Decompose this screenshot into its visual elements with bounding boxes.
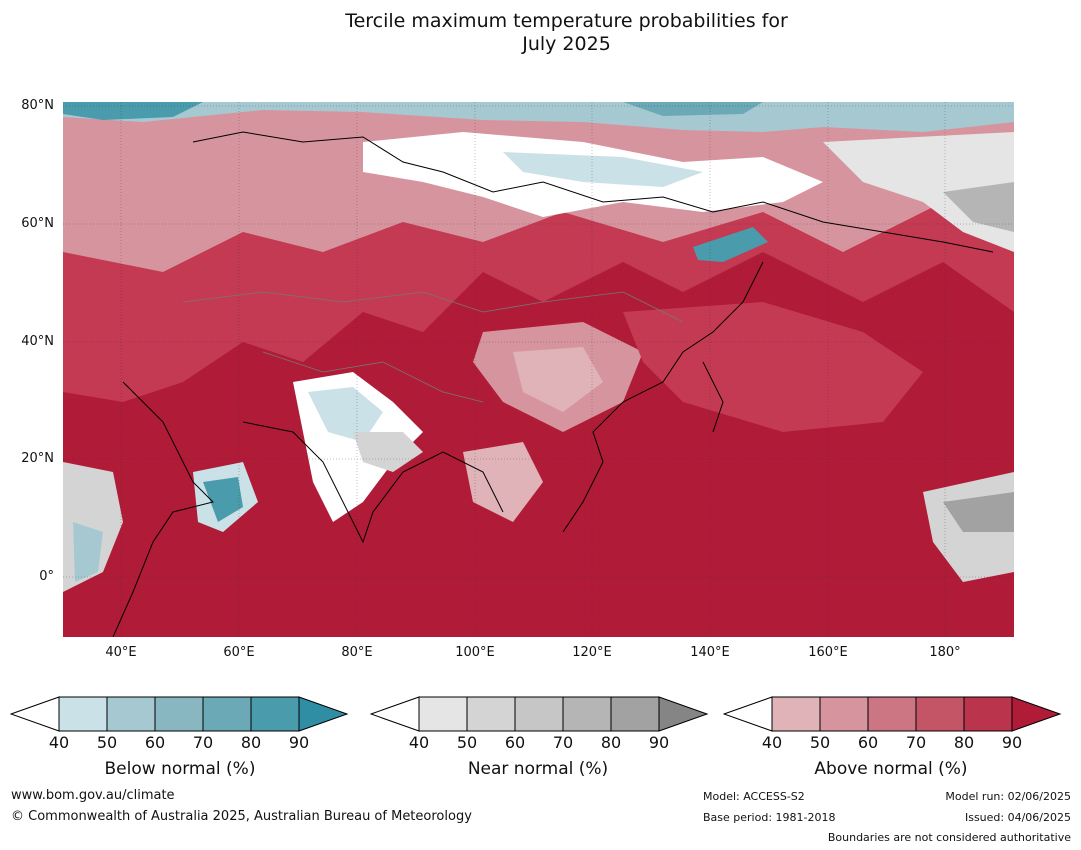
- above-tick-70: 70: [905, 733, 927, 752]
- below-tick-80: 80: [240, 733, 262, 752]
- lat-label-0: 0°: [39, 569, 54, 584]
- model-run-text: Model run: 02/06/2025: [945, 790, 1071, 803]
- lat-label-20n: 20°N: [21, 451, 54, 466]
- below-swatch-3: [154, 696, 204, 732]
- near-swatch-1: [418, 696, 468, 732]
- above-swatch-3: [867, 696, 917, 732]
- below-normal-label: Below normal (%): [104, 759, 256, 779]
- above-tick-60: 60: [857, 733, 879, 752]
- near-swatch-5: [610, 696, 660, 732]
- above-swatch-4: [915, 696, 965, 732]
- base-period-text: Base period: 1981-2018: [703, 811, 836, 824]
- copyright-text: © Commonwealth of Australia 2025, Austra…: [11, 809, 472, 824]
- below-swatch-5: [250, 696, 300, 732]
- lon-label-100e: 100°E: [455, 645, 495, 660]
- below-tick-90: 90: [288, 733, 310, 752]
- model-text: Model: ACCESS-S2: [703, 790, 805, 803]
- near-tick-40: 40: [408, 733, 430, 752]
- above-swatch-2: [819, 696, 869, 732]
- below-tick-50: 50: [96, 733, 118, 752]
- map-title-line-2: July 2025: [522, 33, 611, 55]
- lon-label-40e: 40°E: [105, 645, 137, 660]
- below-swatch-4: [202, 696, 252, 732]
- map-title: Tercile maximum temperature probabilitie…: [0, 10, 1081, 56]
- below-tick-60: 60: [144, 733, 166, 752]
- near-normal-label: Near normal (%): [467, 759, 609, 779]
- lat-label-60n: 60°N: [21, 216, 54, 231]
- above-swatch-1: [771, 696, 821, 732]
- below-swatch-2: [106, 696, 156, 732]
- near-tick-50: 50: [456, 733, 478, 752]
- above-normal-colorbar: [723, 696, 1062, 732]
- above-tick-80: 80: [953, 733, 975, 752]
- lon-label-160e: 160°E: [808, 645, 848, 660]
- map-graphic: [63, 102, 1014, 637]
- above-tick-50: 50: [809, 733, 831, 752]
- probability-map: [63, 102, 1014, 637]
- near-swatch-2: [466, 696, 516, 732]
- lon-label-60e: 60°E: [223, 645, 255, 660]
- disclaimer-text: Boundaries are not considered authoritat…: [827, 831, 1071, 844]
- lon-label-80e: 80°E: [341, 645, 373, 660]
- above-tick-90: 90: [1001, 733, 1023, 752]
- near-tick-80: 80: [600, 733, 622, 752]
- below-tick-70: 70: [192, 733, 214, 752]
- website-link[interactable]: www.bom.gov.au/climate: [11, 788, 175, 803]
- near-tick-70: 70: [552, 733, 574, 752]
- lon-label-180: 180°: [929, 645, 961, 660]
- near-normal-colorbar: [370, 696, 709, 732]
- map-title-line-1: Tercile maximum temperature probabilitie…: [345, 10, 788, 32]
- lat-label-40n: 40°N: [21, 334, 54, 349]
- near-swatch-3: [514, 696, 564, 732]
- lat-label-80n: 80°N: [21, 98, 54, 113]
- near-tick-60: 60: [504, 733, 526, 752]
- below-swatch-1: [58, 696, 108, 732]
- above-normal-label: Above normal (%): [814, 759, 968, 779]
- issued-text: Issued: 04/06/2025: [964, 811, 1071, 824]
- above-swatch-5: [963, 696, 1013, 732]
- above-tick-40: 40: [761, 733, 783, 752]
- near-tick-90: 90: [648, 733, 670, 752]
- below-normal-colorbar: [10, 696, 349, 732]
- lon-label-120e: 120°E: [572, 645, 612, 660]
- below-tick-40: 40: [48, 733, 70, 752]
- near-swatch-4: [562, 696, 612, 732]
- lon-label-140e: 140°E: [690, 645, 730, 660]
